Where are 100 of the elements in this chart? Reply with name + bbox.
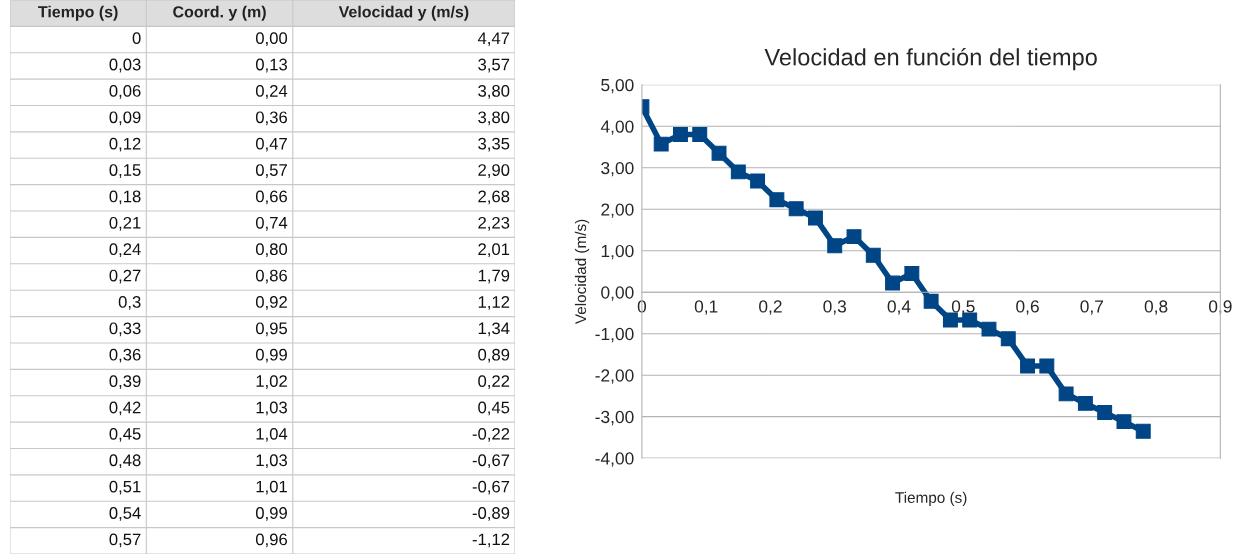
- text: 0,12: [109, 137, 141, 152]
- point: [865, 247, 881, 263]
- text: 2,90: [478, 164, 510, 178]
- text: 0,54: [109, 507, 141, 521]
- text: -0,67: [472, 480, 510, 495]
- y-tick-label: 5,00: [601, 78, 634, 94]
- text: 0,33: [109, 322, 141, 337]
- point: [730, 164, 746, 180]
- point: [1020, 358, 1036, 374]
- text: 0,03: [109, 58, 141, 73]
- point: [1135, 423, 1151, 439]
- x-tick-label: 0,1: [694, 300, 718, 315]
- text: 3,80: [478, 111, 510, 126]
- x-tick-label: 0,6: [1016, 300, 1039, 315]
- text: 0,89: [478, 348, 510, 363]
- x-axis-title: Tiempo (s): [895, 491, 967, 507]
- text: 2,01: [478, 243, 510, 258]
- text: 0,74: [255, 216, 288, 231]
- text: 0,48: [109, 454, 141, 469]
- text: 4,47: [477, 32, 510, 47]
- point: [807, 210, 823, 226]
- category-label: Coord. y (m): [173, 5, 266, 21]
- text: 0,36: [109, 348, 141, 363]
- y-tick-label: -3,00: [595, 410, 634, 426]
- point: [769, 192, 785, 208]
- category-label: Velocidad y (m/s): [338, 5, 469, 21]
- point: [750, 173, 766, 189]
- text: -0,22: [472, 427, 510, 442]
- text: 2,23: [478, 216, 510, 231]
- text: 0,39: [109, 375, 141, 389]
- point: [904, 266, 920, 281]
- text: 0,96: [255, 533, 288, 548]
- point: [846, 229, 862, 245]
- text: 0,66: [255, 190, 288, 205]
- x-tick-label: 0,5: [951, 300, 975, 315]
- y-tick-label: -4,00: [595, 452, 634, 467]
- text: 0,80: [255, 243, 288, 258]
- y-tick-label: -2,00: [595, 369, 634, 384]
- chart-title: Velocidad en función del tiempo: [764, 47, 1097, 71]
- text: 0,06: [109, 85, 141, 99]
- y-tick-label: 0,00: [601, 286, 634, 301]
- text: 0,21: [109, 216, 141, 231]
- text: 0,45: [109, 427, 141, 442]
- x-tick-label: 0,7: [1080, 300, 1104, 315]
- point: [981, 321, 997, 337]
- text: 1,34: [478, 322, 510, 337]
- text: 0,95: [255, 322, 288, 337]
- text: 0: [132, 32, 141, 45]
- text: -1,12: [472, 533, 510, 548]
- text: 0,57: [255, 164, 287, 178]
- text: 3,35: [478, 137, 510, 152]
- text: 0,18: [109, 190, 141, 205]
- y-tick-label: -1,00: [595, 327, 634, 343]
- category-label: Tiempo (s): [38, 5, 118, 21]
- point: [1097, 405, 1113, 420]
- text: 0,13: [255, 58, 288, 73]
- point: [1116, 414, 1132, 430]
- y-tick-label: 2,00: [601, 203, 634, 218]
- text: 0,45: [478, 401, 510, 416]
- point: [692, 127, 708, 143]
- point: [827, 238, 843, 254]
- x-tick-label: 0,3: [823, 300, 847, 315]
- text: 1,12: [478, 296, 510, 310]
- y-tick-label: 3,00: [601, 161, 634, 177]
- x-tick-label: 0,9: [1208, 300, 1232, 315]
- point: [1039, 358, 1055, 374]
- x-tick-label: 0,4: [887, 300, 911, 315]
- text: -0,89: [472, 507, 510, 521]
- point: [1000, 331, 1016, 347]
- text: 0,42: [109, 401, 141, 416]
- text: -0,67: [472, 454, 510, 469]
- text: 1,03: [256, 454, 288, 469]
- text: 1,79: [478, 269, 510, 284]
- text: 0,47: [255, 137, 287, 152]
- point: [653, 136, 669, 152]
- text: 0,99: [255, 348, 287, 363]
- text: 0,92: [255, 296, 287, 310]
- y-axis-title: Velocidad (m/s): [574, 219, 590, 325]
- text: 3,80: [478, 85, 510, 99]
- point: [885, 275, 901, 291]
- point: [788, 201, 804, 217]
- text: 0,51: [109, 480, 141, 495]
- text: 0,27: [109, 269, 141, 284]
- text: 3,57: [478, 58, 510, 73]
- x-tick-label: 0,8: [1144, 300, 1168, 315]
- text: 0,00: [255, 32, 288, 47]
- x-tick-label: 0: [637, 300, 647, 313]
- text: 0,86: [255, 269, 288, 284]
- point: [1058, 386, 1074, 402]
- text: 1,03: [256, 401, 288, 416]
- text: 0,24: [255, 85, 288, 99]
- x-tick-label: 0,2: [759, 300, 782, 315]
- text: 0,99: [255, 507, 287, 521]
- text: 2,68: [478, 190, 510, 205]
- y-tick-label: 4,00: [600, 120, 634, 135]
- text: 0,24: [109, 243, 141, 258]
- y-tick-label: 1,00: [601, 244, 634, 260]
- point: [673, 127, 688, 143]
- text: 0,22: [478, 375, 510, 389]
- text: 0,15: [109, 164, 141, 178]
